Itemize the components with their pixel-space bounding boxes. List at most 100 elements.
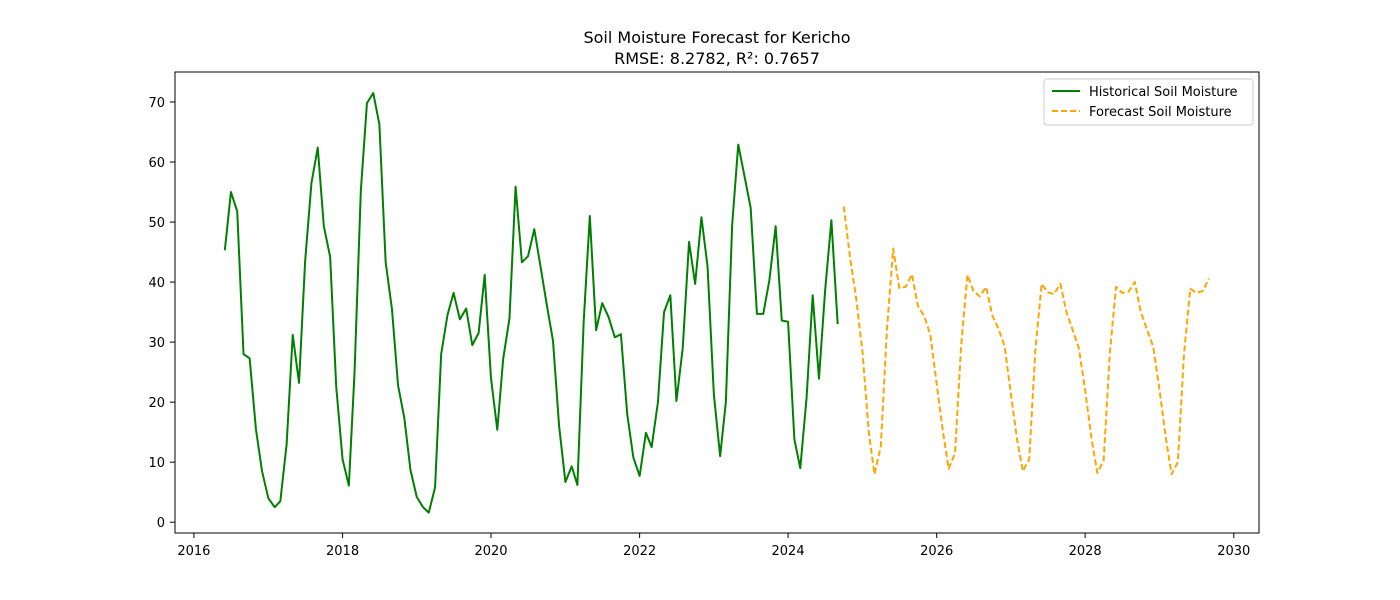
data-point-historical-soil-moisture-33 bbox=[428, 512, 430, 514]
data-point-historical-soil-moisture-92 bbox=[793, 438, 795, 440]
y-tick-label-40: 40 bbox=[148, 276, 165, 291]
data-point-historical-soil-moisture-17 bbox=[329, 256, 331, 258]
data-point-forecast-soil-moisture-13 bbox=[923, 315, 925, 317]
data-point-historical-soil-moisture-31 bbox=[416, 496, 418, 498]
data-point-forecast-soil-moisture-20 bbox=[966, 274, 968, 276]
data-point-historical-soil-moisture-5 bbox=[255, 428, 257, 430]
data-point-forecast-soil-moisture-8 bbox=[892, 247, 894, 249]
data-point-historical-soil-moisture-64 bbox=[620, 333, 622, 335]
data-point-historical-soil-moisture-8 bbox=[274, 506, 276, 508]
data-point-historical-soil-moisture-67 bbox=[639, 475, 641, 477]
data-point-historical-soil-moisture-83 bbox=[737, 144, 739, 146]
data-point-historical-soil-moisture-73 bbox=[675, 400, 677, 402]
data-point-historical-soil-moisture-96 bbox=[818, 378, 820, 380]
data-point-historical-soil-moisture-2 bbox=[236, 210, 238, 212]
data-point-historical-soil-moisture-68 bbox=[645, 432, 647, 434]
data-point-historical-soil-moisture-62 bbox=[608, 316, 610, 318]
x-tick-label-2028: 2028 bbox=[1069, 544, 1102, 559]
data-point-historical-soil-moisture-24 bbox=[372, 92, 374, 94]
data-point-historical-soil-moisture-35 bbox=[440, 353, 442, 355]
data-point-forecast-soil-moisture-33 bbox=[1047, 291, 1049, 293]
data-point-historical-soil-moisture-94 bbox=[806, 397, 808, 399]
data-point-forecast-soil-moisture-22 bbox=[979, 296, 981, 298]
legend-box bbox=[1043, 78, 1254, 126]
data-point-historical-soil-moisture-77 bbox=[700, 216, 702, 218]
data-point-forecast-soil-moisture-28 bbox=[1016, 440, 1018, 442]
data-point-historical-soil-moisture-25 bbox=[378, 123, 380, 125]
data-point-forecast-soil-moisture-59 bbox=[1208, 277, 1210, 279]
data-point-historical-soil-moisture-95 bbox=[812, 294, 814, 296]
data-point-historical-soil-moisture-39 bbox=[465, 308, 467, 310]
data-point-forecast-soil-moisture-0 bbox=[843, 205, 845, 207]
data-point-historical-soil-moisture-45 bbox=[502, 358, 504, 360]
data-point-forecast-soil-moisture-37 bbox=[1072, 329, 1074, 331]
data-point-historical-soil-moisture-66 bbox=[632, 456, 634, 458]
data-point-historical-soil-moisture-70 bbox=[657, 401, 659, 403]
data-point-forecast-soil-moisture-43 bbox=[1109, 353, 1111, 355]
data-point-historical-soil-moisture-72 bbox=[669, 294, 671, 296]
data-point-historical-soil-moisture-28 bbox=[397, 384, 399, 386]
x-axis: 2016 2018 2020 2022 2024 2026 2028 2030 bbox=[177, 533, 1250, 559]
data-point-forecast-soil-moisture-46 bbox=[1127, 291, 1129, 293]
data-point-historical-soil-moisture-69 bbox=[651, 446, 653, 448]
data-point-historical-soil-moisture-98 bbox=[830, 219, 832, 221]
data-point-forecast-soil-moisture-14 bbox=[929, 334, 931, 336]
data-point-historical-soil-moisture-97 bbox=[824, 290, 826, 292]
data-point-forecast-soil-moisture-42 bbox=[1103, 459, 1105, 461]
y-tick-label-10: 10 bbox=[148, 456, 165, 471]
data-point-historical-soil-moisture-30 bbox=[409, 469, 411, 471]
data-point-historical-soil-moisture-76 bbox=[694, 283, 696, 285]
data-point-historical-soil-moisture-14 bbox=[310, 182, 312, 184]
data-point-forecast-soil-moisture-44 bbox=[1115, 286, 1117, 288]
data-point-forecast-soil-moisture-2 bbox=[855, 297, 857, 299]
data-point-forecast-soil-moisture-25 bbox=[998, 328, 1000, 330]
data-point-forecast-soil-moisture-7 bbox=[886, 329, 888, 331]
data-point-historical-soil-moisture-26 bbox=[385, 261, 387, 263]
data-point-historical-soil-moisture-29 bbox=[403, 417, 405, 419]
data-point-historical-soil-moisture-23 bbox=[366, 102, 368, 104]
data-point-forecast-soil-moisture-49 bbox=[1146, 329, 1148, 331]
data-point-historical-soil-moisture-50 bbox=[533, 228, 535, 230]
data-point-forecast-soil-moisture-36 bbox=[1065, 311, 1067, 313]
data-point-historical-soil-moisture-12 bbox=[298, 382, 300, 384]
data-point-historical-soil-moisture-27 bbox=[391, 308, 393, 310]
data-point-historical-soil-moisture-34 bbox=[434, 486, 436, 488]
data-point-historical-soil-moisture-10 bbox=[286, 443, 288, 445]
data-point-historical-soil-moisture-63 bbox=[614, 336, 616, 338]
data-point-forecast-soil-moisture-40 bbox=[1090, 437, 1092, 439]
data-point-forecast-soil-moisture-12 bbox=[917, 305, 919, 307]
data-point-historical-soil-moisture-54 bbox=[558, 425, 560, 427]
data-point-historical-soil-moisture-57 bbox=[576, 484, 578, 486]
data-point-historical-soil-moisture-20 bbox=[348, 485, 350, 487]
data-point-historical-soil-moisture-65 bbox=[626, 413, 628, 415]
series-line-forecast-soil-moisture bbox=[842, 206, 1210, 476]
legend-label-historical: Historical Soil Moisture bbox=[1089, 85, 1238, 100]
data-point-historical-soil-moisture-22 bbox=[360, 189, 362, 191]
data-point-historical-soil-moisture-49 bbox=[527, 255, 529, 257]
data-point-forecast-soil-moisture-6 bbox=[880, 446, 882, 448]
data-point-forecast-soil-moisture-17 bbox=[948, 468, 950, 470]
data-point-historical-soil-moisture-60 bbox=[595, 329, 597, 331]
x-tick-label-2030: 2030 bbox=[1217, 544, 1250, 559]
data-point-historical-soil-moisture-56 bbox=[571, 465, 573, 467]
y-tick-label-60: 60 bbox=[148, 156, 165, 171]
data-point-forecast-soil-moisture-15 bbox=[936, 383, 938, 385]
data-point-forecast-soil-moisture-41 bbox=[1096, 472, 1098, 474]
data-point-historical-soil-moisture-44 bbox=[496, 429, 498, 431]
data-point-historical-soil-moisture-4 bbox=[249, 357, 251, 359]
plot-frame bbox=[174, 71, 1260, 534]
data-point-historical-soil-moisture-87 bbox=[762, 313, 764, 315]
data-point-forecast-soil-moisture-34 bbox=[1053, 293, 1055, 295]
data-point-forecast-soil-moisture-27 bbox=[1010, 393, 1012, 395]
data-point-historical-soil-moisture-85 bbox=[750, 207, 752, 209]
data-point-historical-soil-moisture-38 bbox=[459, 318, 461, 320]
data-point-forecast-soil-moisture-39 bbox=[1084, 389, 1086, 391]
data-point-forecast-soil-moisture-57 bbox=[1195, 292, 1197, 294]
data-point-historical-soil-moisture-47 bbox=[515, 186, 517, 188]
data-point-historical-soil-moisture-86 bbox=[756, 313, 758, 315]
data-point-historical-soil-moisture-41 bbox=[478, 332, 480, 334]
data-point-forecast-soil-moisture-53 bbox=[1171, 473, 1173, 475]
data-point-historical-soil-moisture-78 bbox=[707, 265, 709, 267]
data-point-historical-soil-moisture-42 bbox=[484, 274, 486, 276]
